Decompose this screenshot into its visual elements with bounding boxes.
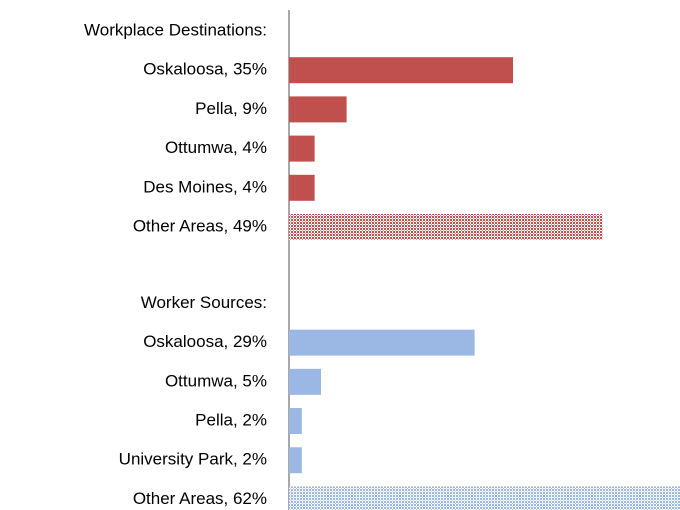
bar bbox=[289, 368, 321, 395]
bar bbox=[289, 486, 680, 510]
category-label: Pella, 9% bbox=[195, 99, 267, 118]
category-label: Other Areas, 62% bbox=[133, 489, 267, 508]
category-label: Ottumwa, 4% bbox=[165, 138, 267, 157]
category-label: Ottumwa, 5% bbox=[165, 371, 267, 390]
bar bbox=[289, 447, 302, 474]
category-label: Other Areas, 49% bbox=[133, 216, 267, 235]
category-label: Des Moines, 4% bbox=[143, 177, 267, 196]
group-title: Worker Sources: bbox=[141, 293, 267, 312]
bar bbox=[289, 96, 347, 123]
category-label: Pella, 2% bbox=[195, 411, 267, 430]
bar bbox=[289, 214, 603, 240]
category-label: Oskaloosa, 35% bbox=[143, 60, 267, 79]
bar bbox=[289, 174, 315, 201]
category-label: University Park, 2% bbox=[119, 450, 267, 469]
category-label: Oskaloosa, 29% bbox=[143, 332, 267, 351]
bar bbox=[289, 135, 315, 162]
bar bbox=[289, 329, 475, 356]
bar bbox=[289, 408, 302, 435]
group-title: Workplace Destinations: bbox=[84, 20, 267, 39]
bar bbox=[289, 57, 513, 84]
